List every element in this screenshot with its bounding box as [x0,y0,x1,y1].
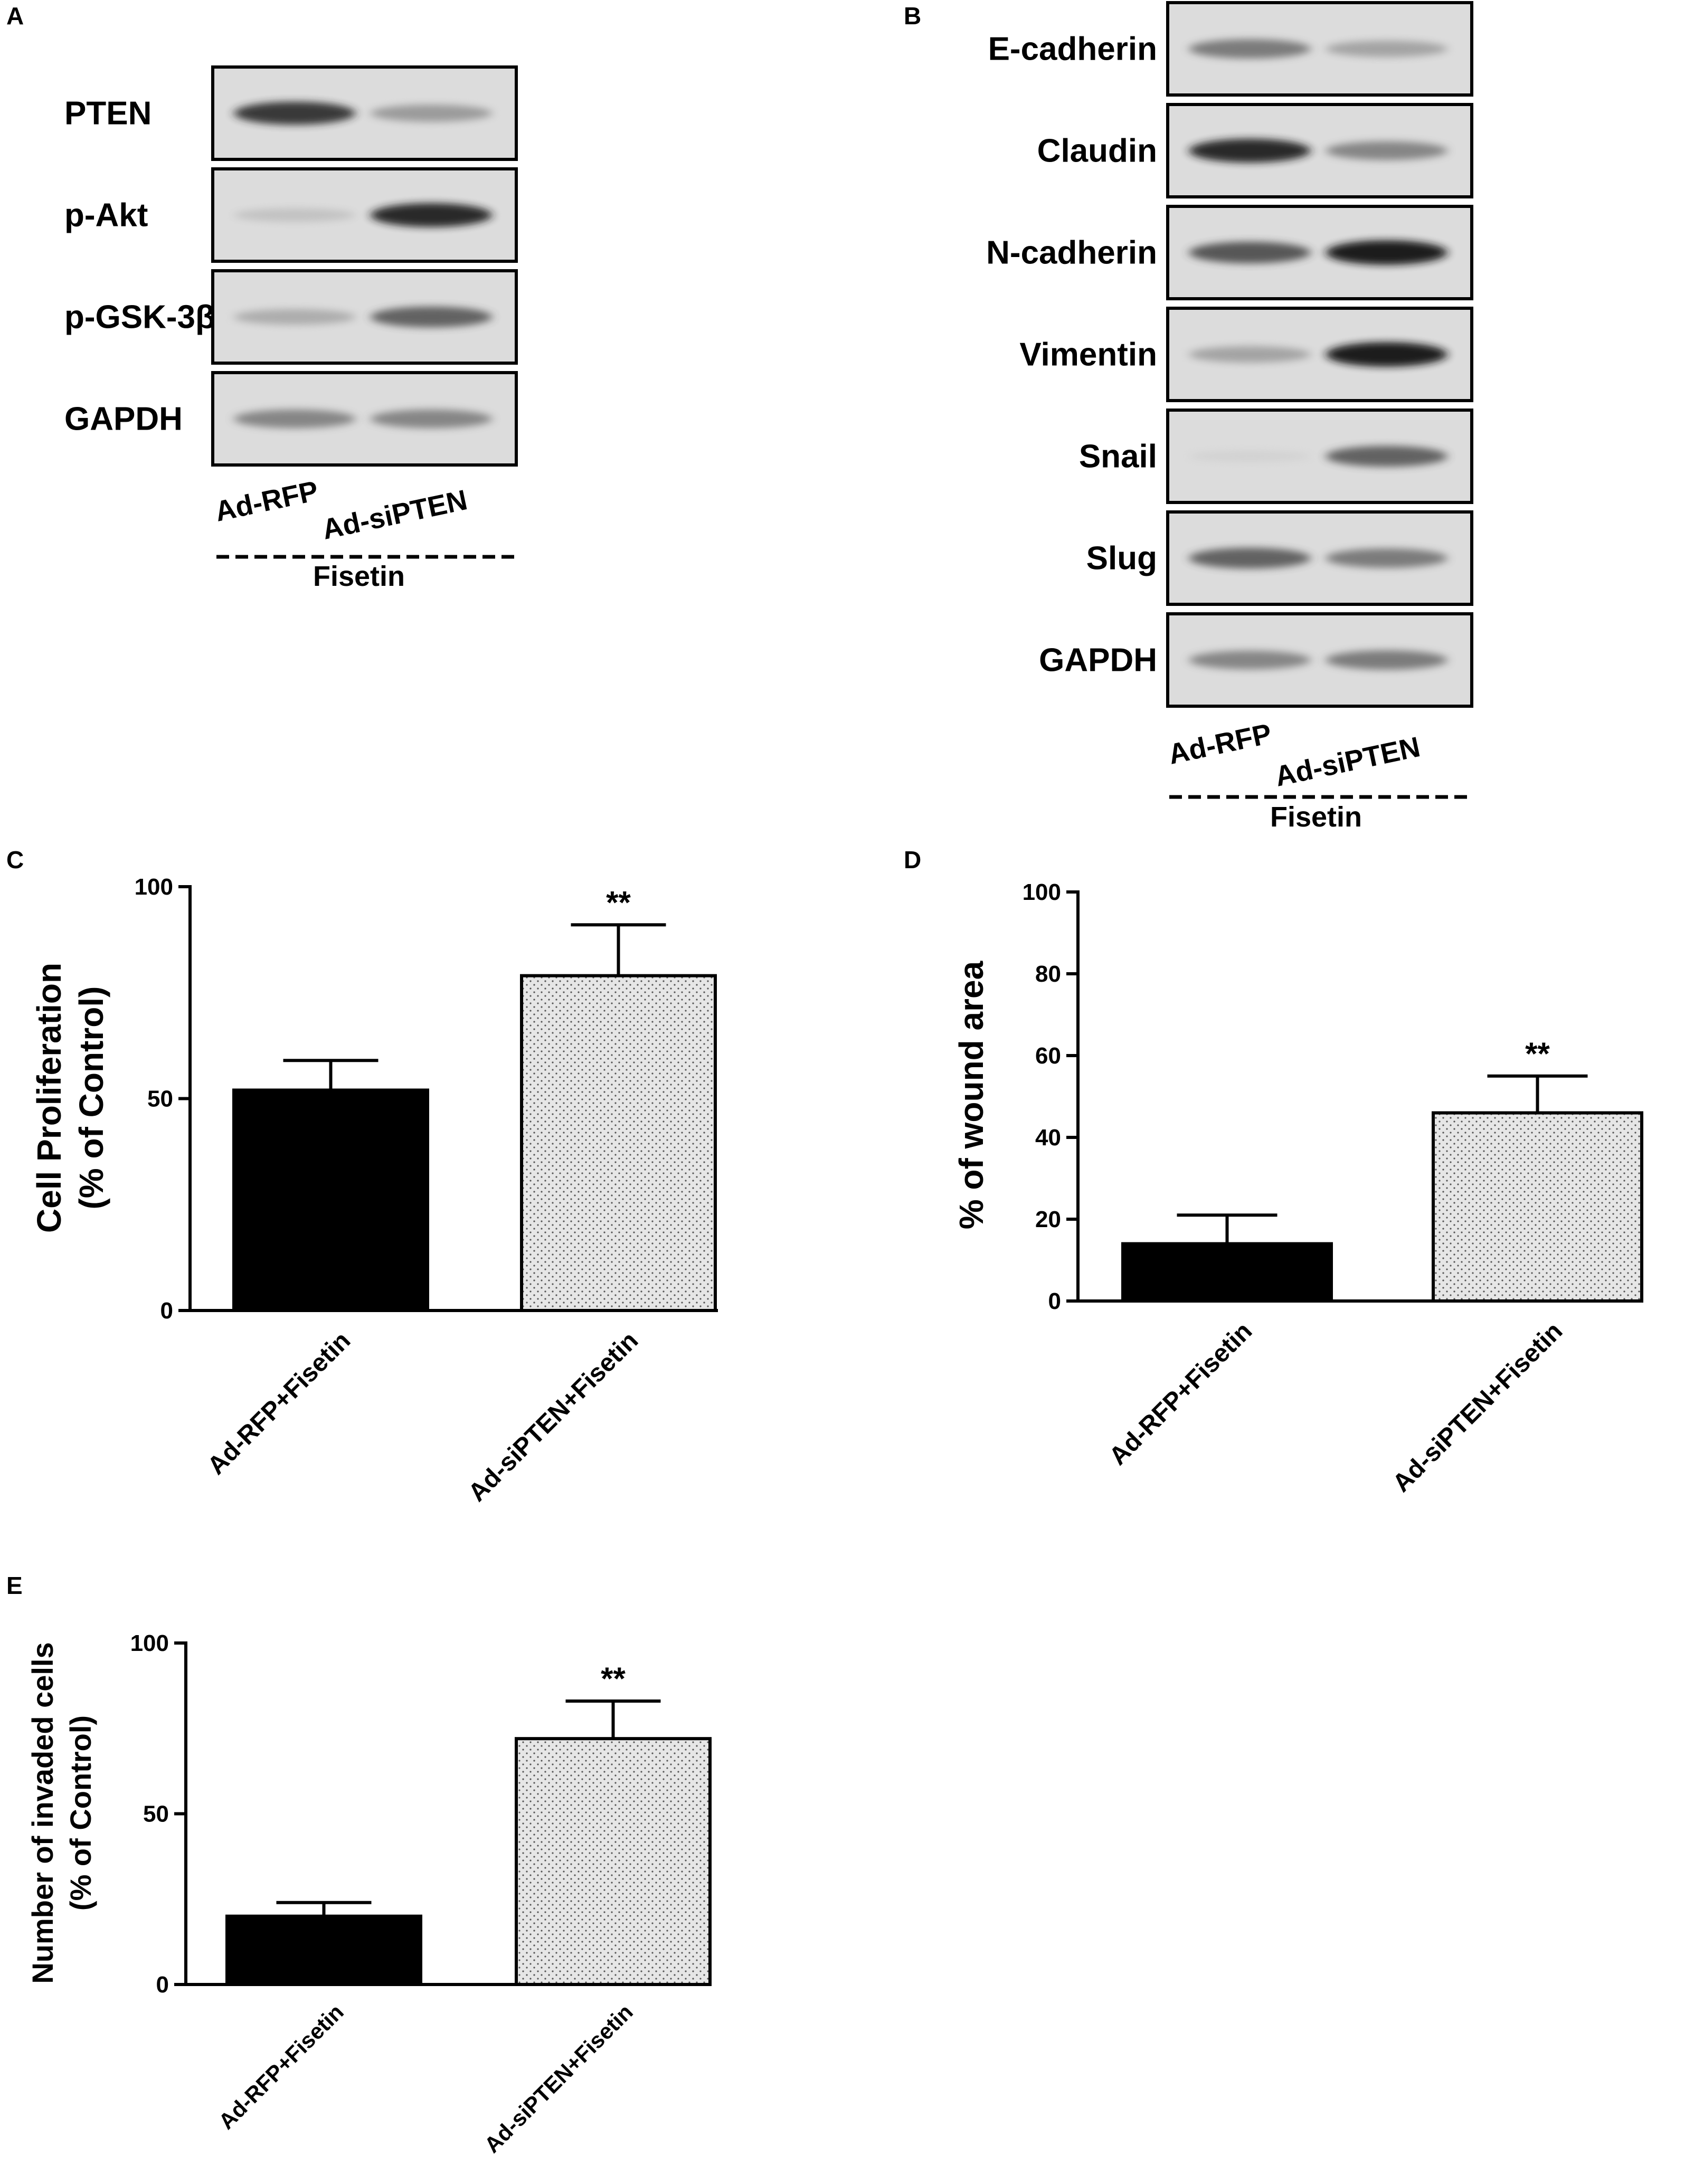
panel-a-letter: A [6,2,24,30]
panel-c-letter: C [6,846,24,873]
panel-c-y-tick-label: 50 [147,1086,173,1112]
panel-c-category-label-ad-sipten-fisetin: Ad-siPTEN+Fisetin [463,1326,643,1507]
panel-b-band-snail-ad-sipten [1326,445,1447,467]
panel-b-blot-label-claudin: Claudin [1037,133,1157,169]
panel-d-letter: D [904,846,921,873]
panel-e-bar-ad-sipten-fisetin [515,1737,712,1986]
panel-d-y-tick-label: 0 [1048,1288,1061,1314]
panel-b-letter: B [904,2,921,30]
panel-b-band-n-cadherin-ad-sipten [1326,240,1447,265]
panel-a-band-p-gsk-3-ad-sipten [371,306,492,328]
panel-e-chart: 0 50 100 Ad-RFP+Fisetin ** Ad-siPTEN+Fisetin [130,1630,712,2158]
panel-a-band-p-gsk-3-ad-rfp [234,309,356,325]
panel-b-blot-label-vimentin: Vimentin [1019,337,1157,373]
panel-b-blot-label-e-cadherin: E-cadherin [988,31,1157,68]
panel-a-blot-label-p-akt: p-Akt [64,197,148,234]
panel-a-band-gapdh-ad-sipten [371,409,492,429]
panel-c-y-tick-label: 100 [135,874,173,900]
panel-c-significance-marker: ** [606,885,631,920]
panel-b-band-slug-ad-sipten [1326,548,1447,568]
panel-a-treatment-label: Fisetin [313,561,405,592]
panel-d-y-tick-label: 100 [1023,879,1061,905]
panel-b-band-e-cadherin-ad-sipten [1326,40,1447,58]
panel-e-category-label-ad-sipten-fisetin: Ad-siPTEN+Fisetin [479,1999,638,2158]
panel-a-band-gapdh-ad-rfp [234,409,356,429]
panel-c-bar-ad-rfp-fisetin [232,1088,429,1312]
panel-b-band-n-cadherin-ad-rfp [1189,242,1311,263]
panel-b-treatment-label: Fisetin [1270,801,1362,833]
panel-a-blot-label-pten: PTEN [64,96,152,132]
panel-d-chart: 0 20 40 60 80 100 Ad-RFP+Fisetin ** Ad-siPTEN+Fi… [1023,879,1643,1497]
panel-d-y-tick-label: 40 [1035,1125,1061,1151]
panel-e-bar-ad-rfp-fisetin [225,1914,422,1987]
panel-e-category-label-ad-rfp-fisetin: Ad-RFP+Fisetin [214,1999,348,2134]
panel-a-band-pten-ad-rfp [234,101,356,125]
panel-b-band-slug-ad-rfp [1189,547,1311,569]
panel-b-band-gapdh-ad-rfp [1189,650,1311,670]
panel-a-band-p-akt-ad-rfp [234,208,356,222]
panel-d-category-label-ad-sipten-fisetin: Ad-siPTEN+Fisetin [1387,1317,1568,1497]
panel-b-band-vimentin-ad-sipten [1326,342,1447,367]
panel-a-blots: PTEN p-Akt p-GSK-3β GAPDH [64,65,518,467]
panel-c-category-label-ad-rfp-fisetin: Ad-RFP+Fisetin [202,1326,356,1480]
panel-b-lane-label-ad-rfp: Ad-RFP [1166,718,1274,771]
panel-a-lane-label-ad-rfp: Ad-RFP [212,475,321,528]
panel-d-y-axis-title: % of wound area [952,961,990,1229]
panel-c: C 0 50 100 Ad-RFP+Fisetin ** Ad-siPTEN+Fiseti… [6,846,718,1507]
panel-d-y-tick-label: 80 [1035,961,1061,987]
panel-e-letter: E [6,1572,23,1599]
panel-b-band-claudin-ad-sipten [1326,141,1447,160]
panel-b-band-claudin-ad-rfp [1189,138,1311,163]
panel-d-y-tick-label: 60 [1035,1043,1061,1069]
panel-e-y-tick-label: 50 [143,1801,169,1827]
panel-b-band-snail-ad-rfp [1189,450,1311,462]
panel-a: A PTEN p-Akt p-GSK-3β GAPDH Ad-RFP Ad-siPTE… [6,2,518,592]
panel-e-y-tick-label: 100 [130,1630,169,1656]
panel-b-lane-label-ad-siPTEN: Ad-siPTEN [1272,731,1423,793]
panel-d-y-tick-label: 20 [1035,1207,1061,1232]
panel-a-lane-label-ad-siPTEN: Ad-siPTEN [319,484,470,546]
panel-e-y-tick-label: 0 [156,1972,169,1998]
panel-c-y-axis-title-line2: (% of Control) [72,986,110,1210]
panel-a-band-pten-ad-sipten [371,105,492,122]
panel-b-blot-label-gapdh: GAPDH [1039,642,1157,679]
panel-d-bar-ad-rfp-fisetin [1121,1242,1333,1303]
panel-e: E 0 50 100 Ad-RFP+Fisetin ** Ad-siPTEN+Fiseti… [6,1572,712,2158]
panel-a-blot-label-p-gsk-3: p-GSK-3β [64,299,215,336]
panel-d-significance-marker: ** [1525,1036,1550,1071]
panel-b-blot-label-snail: Snail [1079,439,1157,475]
panel-c-bar-ad-sipten-fisetin [520,974,717,1312]
panel-b-band-vimentin-ad-rfp [1189,346,1311,363]
panel-b-band-e-cadherin-ad-rfp [1189,39,1311,59]
panel-e-significance-marker: ** [601,1661,626,1696]
panel-c-y-axis-title-line1: Cell Proliferation [30,963,68,1233]
panel-b-blot-label-slug: Slug [1086,540,1157,577]
panel-c-y-tick-label: 0 [160,1298,173,1324]
panel-d: D 0 20 40 60 80 100 Ad-RFP+Fisetin ** Ad-siPTEN+… [904,846,1643,1497]
panel-b: B E-cadherin Claudin N-cadherin Vimentin Sna… [904,1,1473,833]
panel-b-blot-label-n-cadherin: N-cadherin [986,235,1157,271]
panel-d-category-label-ad-rfp-fisetin: Ad-RFP+Fisetin [1104,1317,1257,1470]
panel-a-blot-label-gapdh: GAPDH [64,401,183,438]
panel-e-y-axis-title-line1: Number of invaded cells [26,1642,59,1983]
panel-b-band-gapdh-ad-sipten [1326,650,1447,670]
panel-a-band-p-akt-ad-sipten [371,203,492,227]
panel-b-blots: E-cadherin Claudin N-cadherin Vimentin Snail… [986,1,1473,708]
panel-e-y-axis-title-line2: (% of Control) [64,1715,97,1911]
panel-c-chart: 0 50 100 Ad-RFP+Fisetin ** Ad-siPTEN+Fisetin [135,874,718,1507]
panel-d-bar-ad-sipten-fisetin [1432,1111,1643,1303]
